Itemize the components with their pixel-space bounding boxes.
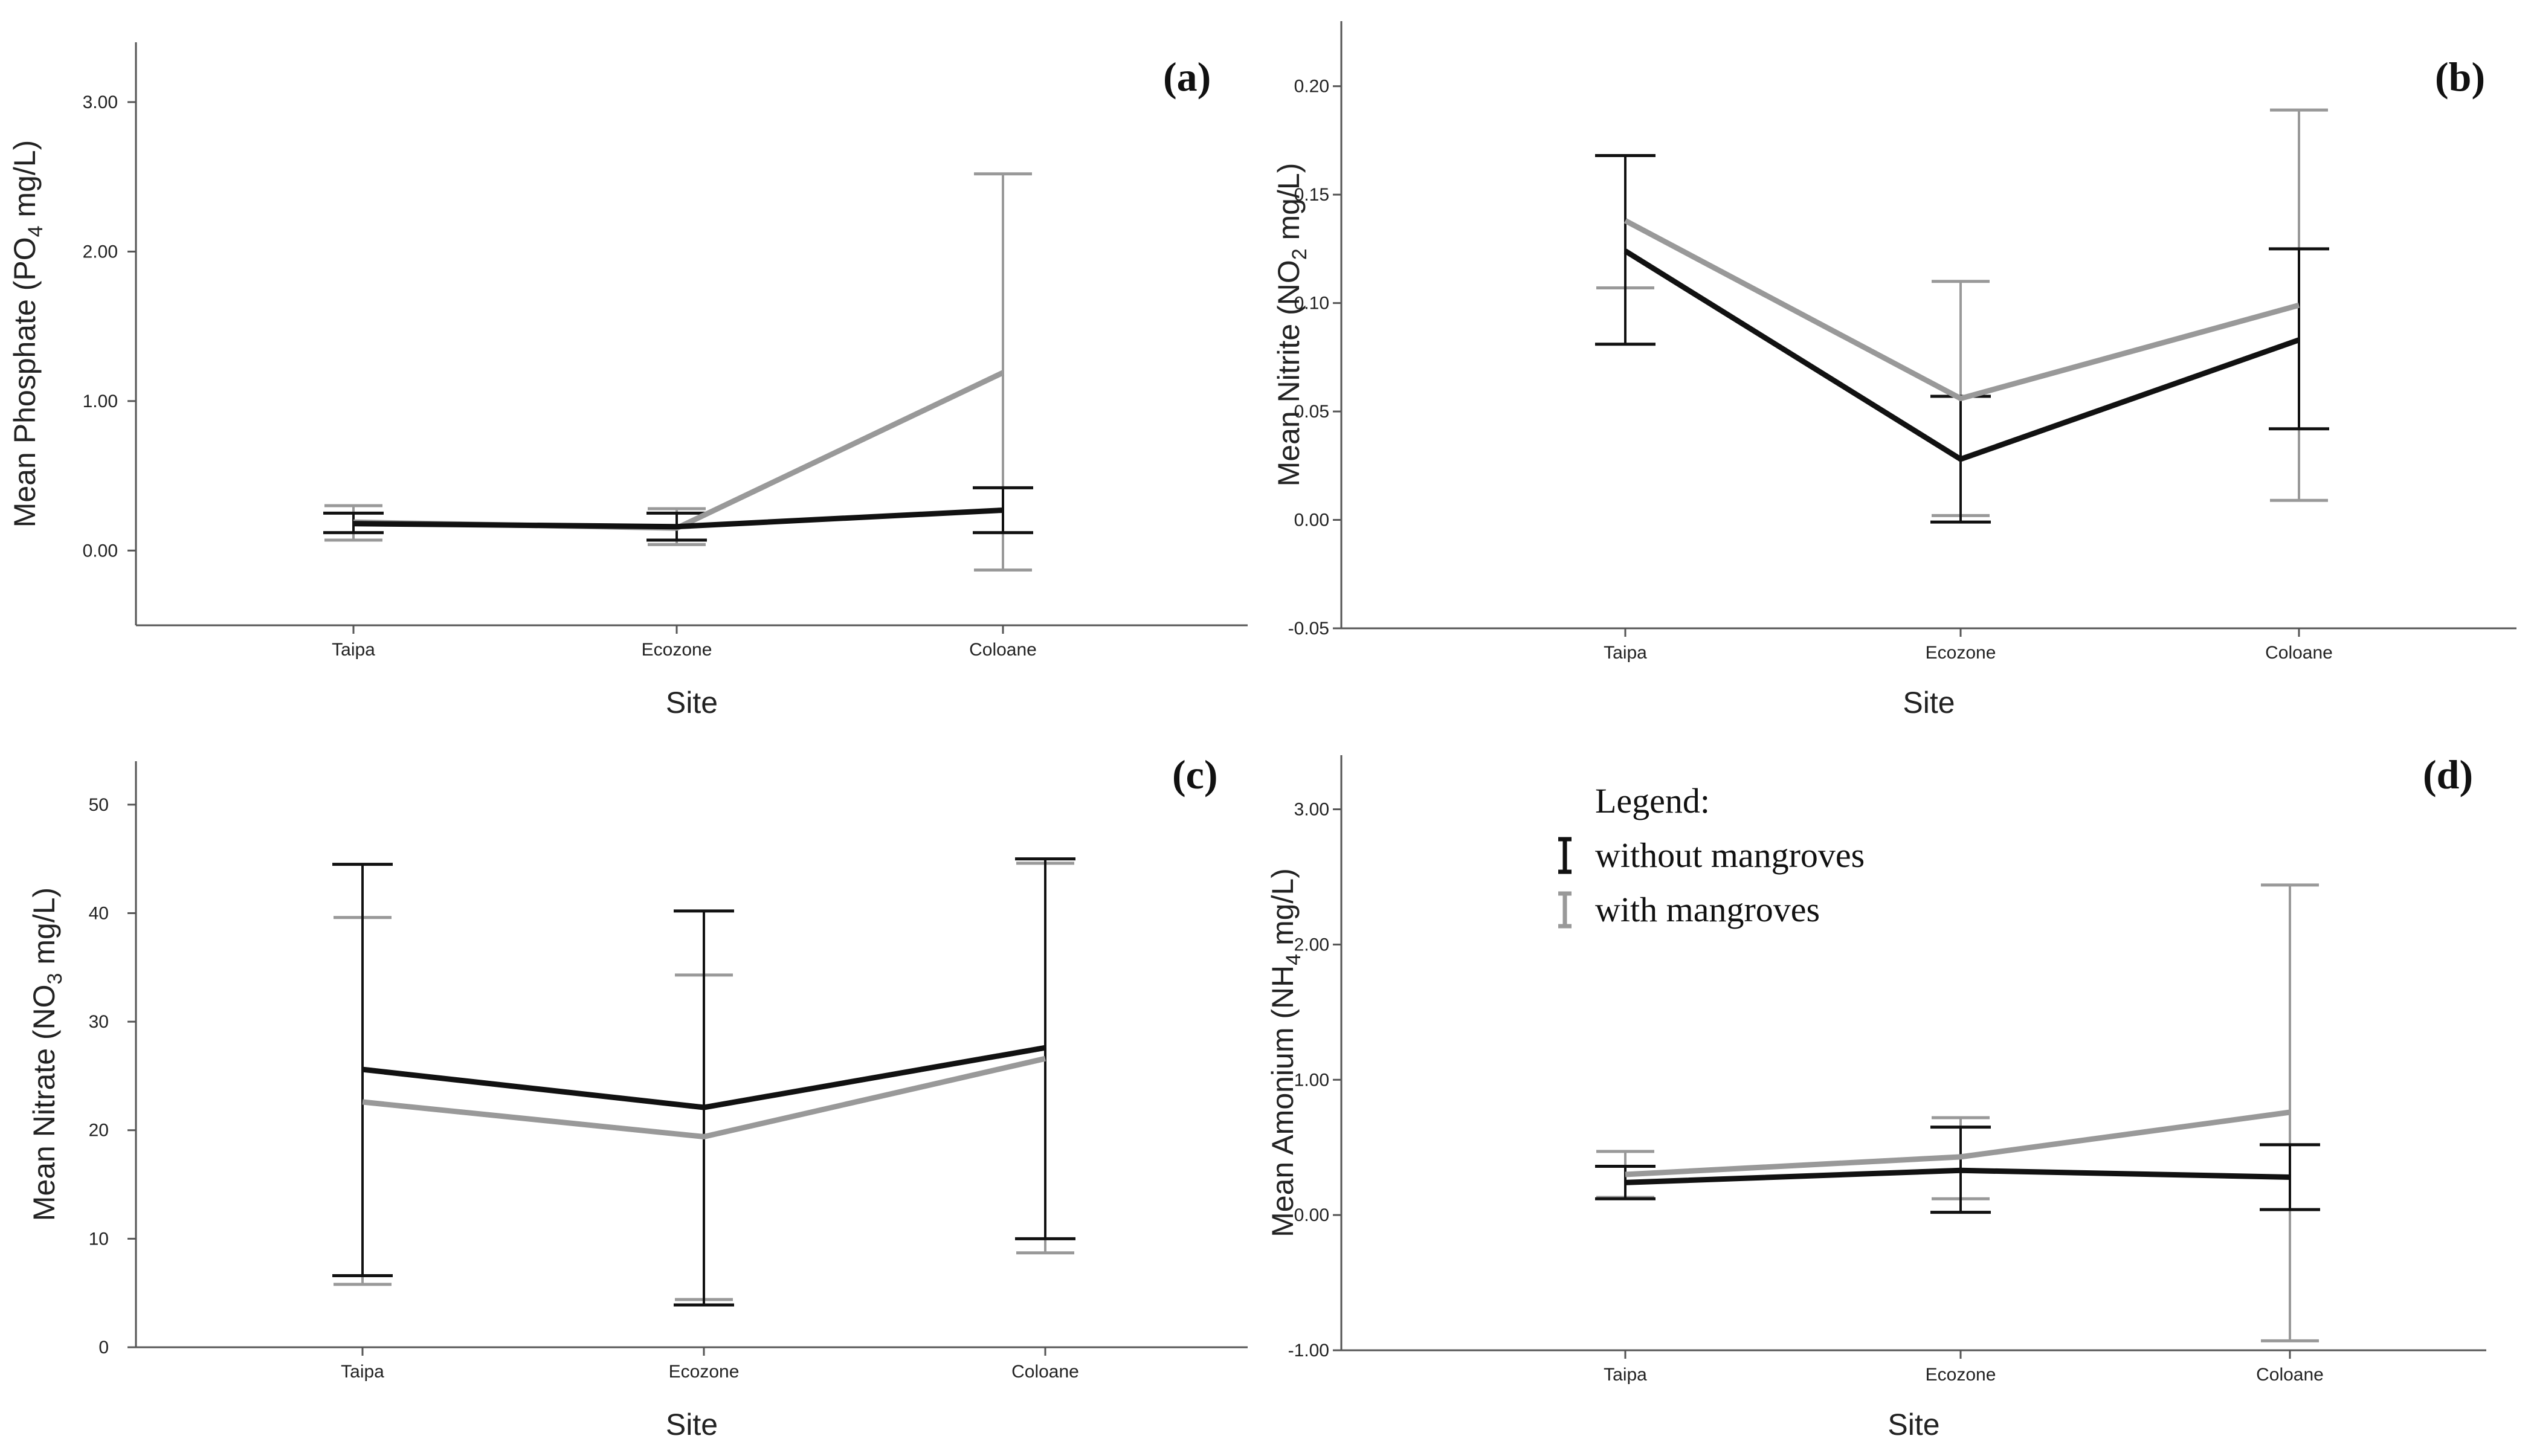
x-tick-label: Coloane: [2256, 1365, 2324, 1385]
x-tick-label: Coloane: [969, 640, 1037, 660]
series-line-with: [362, 1055, 1046, 1140]
panel-label: (c): [1172, 752, 1217, 797]
y-tick-label: 2.00: [1294, 935, 1329, 955]
y-axis-title: Mean Amonium (NH4 mg/L): [1266, 868, 1305, 1237]
error-bar-without-coloane: [2269, 247, 2329, 431]
y-tick-label: 0.10: [1294, 294, 1329, 314]
y-axis-title-suffix: mg/L): [1266, 868, 1300, 954]
x-tick-label: Ecozone: [1926, 643, 1996, 663]
x-tick-label: Taipa: [1604, 1365, 1647, 1385]
y-tick-label: 0.15: [1294, 185, 1329, 205]
x-tick-label: Ecozone: [1926, 1365, 1996, 1385]
x-tick-label: Taipa: [332, 640, 375, 660]
x-tick-label: Ecozone: [642, 640, 712, 660]
y-tick-label: 10: [89, 1229, 109, 1249]
panel-b: -0.05 0.00 0.05 0.10 0.15 0.20 Taipa Ecozone Col…: [1272, 21, 2516, 720]
series-line-without: [1623, 248, 2300, 462]
legend: Legend: without mangroves with mangroves: [1558, 781, 1865, 929]
y-axis-title-suffix: mg/L): [8, 140, 42, 226]
y-axis-title-subscript: 3: [44, 973, 66, 985]
y-axis-title-subscript: 2: [1288, 248, 1311, 260]
panel-label: (b): [2435, 54, 2485, 100]
series-line-with: [1623, 218, 2300, 402]
series-line-with: [1625, 1109, 2291, 1177]
legend-label-with: with mangroves: [1595, 890, 1820, 929]
x-tick-label: Ecozone: [669, 1362, 740, 1382]
y-tick-label: 0.00: [1294, 511, 1329, 530]
y-tick-label: -1.00: [1288, 1341, 1329, 1361]
panel-label: (d): [2423, 752, 2473, 797]
error-bar-without-taipa: [1595, 154, 1655, 346]
y-axis-title-main: Mean Phosphate (PO: [8, 237, 42, 527]
legend-title: Legend:: [1595, 781, 1710, 820]
y-axis-title-suffix: mg/L): [27, 887, 61, 973]
panel-a: 0.00 1.00 2.00 3.00 Taipa Ecozone Coloane Site M…: [8, 42, 1248, 720]
y-tick-label: 0.20: [1294, 77, 1329, 97]
y-tick-label: 2.00: [83, 242, 118, 262]
x-tick-label: Coloane: [2265, 643, 2333, 663]
x-axis-title: Site: [1903, 686, 1955, 720]
legend-label-without: without mangroves: [1595, 836, 1865, 875]
series-line-without: [353, 507, 1004, 530]
y-tick-label: 40: [89, 903, 109, 923]
x-axis-title: Site: [1888, 1408, 1939, 1442]
y-tick-label: 0: [98, 1338, 109, 1358]
y-tick-label: 1.00: [1294, 1070, 1329, 1090]
panel-d: -1.00 0.00 1.00 2.00 3.00 Taipa Ecozone Coloane…: [1266, 752, 2486, 1442]
legend-swatch-without: [1558, 837, 1572, 874]
y-axis-title-subscript: 4: [24, 225, 47, 237]
y-tick-label: 0.05: [1294, 402, 1329, 422]
y-axis-title-main: Mean Nitrite (NO: [1272, 260, 1306, 486]
y-axis-title-main: Mean Nitrate (NO: [27, 984, 61, 1221]
x-tick-label: Taipa: [1604, 643, 1647, 663]
series-line-with: [353, 370, 1004, 531]
y-axis-title: Mean Nitrate (NO3 mg/L): [27, 887, 66, 1221]
y-tick-label: 0.00: [83, 541, 118, 561]
y-tick-label: 3.00: [83, 92, 118, 112]
y-tick-label: 30: [89, 1012, 109, 1032]
y-tick-label: 3.00: [1294, 800, 1329, 820]
y-tick-label: 20: [89, 1121, 109, 1141]
panel-label: (a): [1163, 54, 1211, 100]
panel-c: 0 10 20 30 40 50 Taipa Ecozone Coloane Site Mean N…: [27, 752, 1248, 1442]
y-axis-title-subscript: 4: [1282, 954, 1305, 965]
y-axis-title-main: Mean Amonium (NH: [1266, 965, 1300, 1237]
x-tick-label: Taipa: [341, 1362, 384, 1382]
x-axis-title: Site: [666, 686, 718, 720]
x-tick-label: Coloane: [1011, 1362, 1079, 1382]
y-tick-label: 1.00: [83, 391, 118, 411]
y-axis-title: Mean Phosphate (PO4 mg/L): [8, 140, 47, 527]
x-axis-title: Site: [666, 1408, 718, 1442]
y-tick-label: 0.00: [1294, 1205, 1329, 1225]
y-axis-title: Mean Nitrite (NO2 mg/L): [1272, 163, 1311, 487]
legend-swatch-with: [1558, 891, 1572, 929]
y-axis-title-suffix: mg/L): [1272, 163, 1306, 249]
y-tick-label: -0.05: [1288, 619, 1329, 639]
series-line-without: [1625, 1167, 2291, 1185]
series-line-without: [362, 1045, 1046, 1110]
y-tick-label: 50: [89, 795, 109, 815]
